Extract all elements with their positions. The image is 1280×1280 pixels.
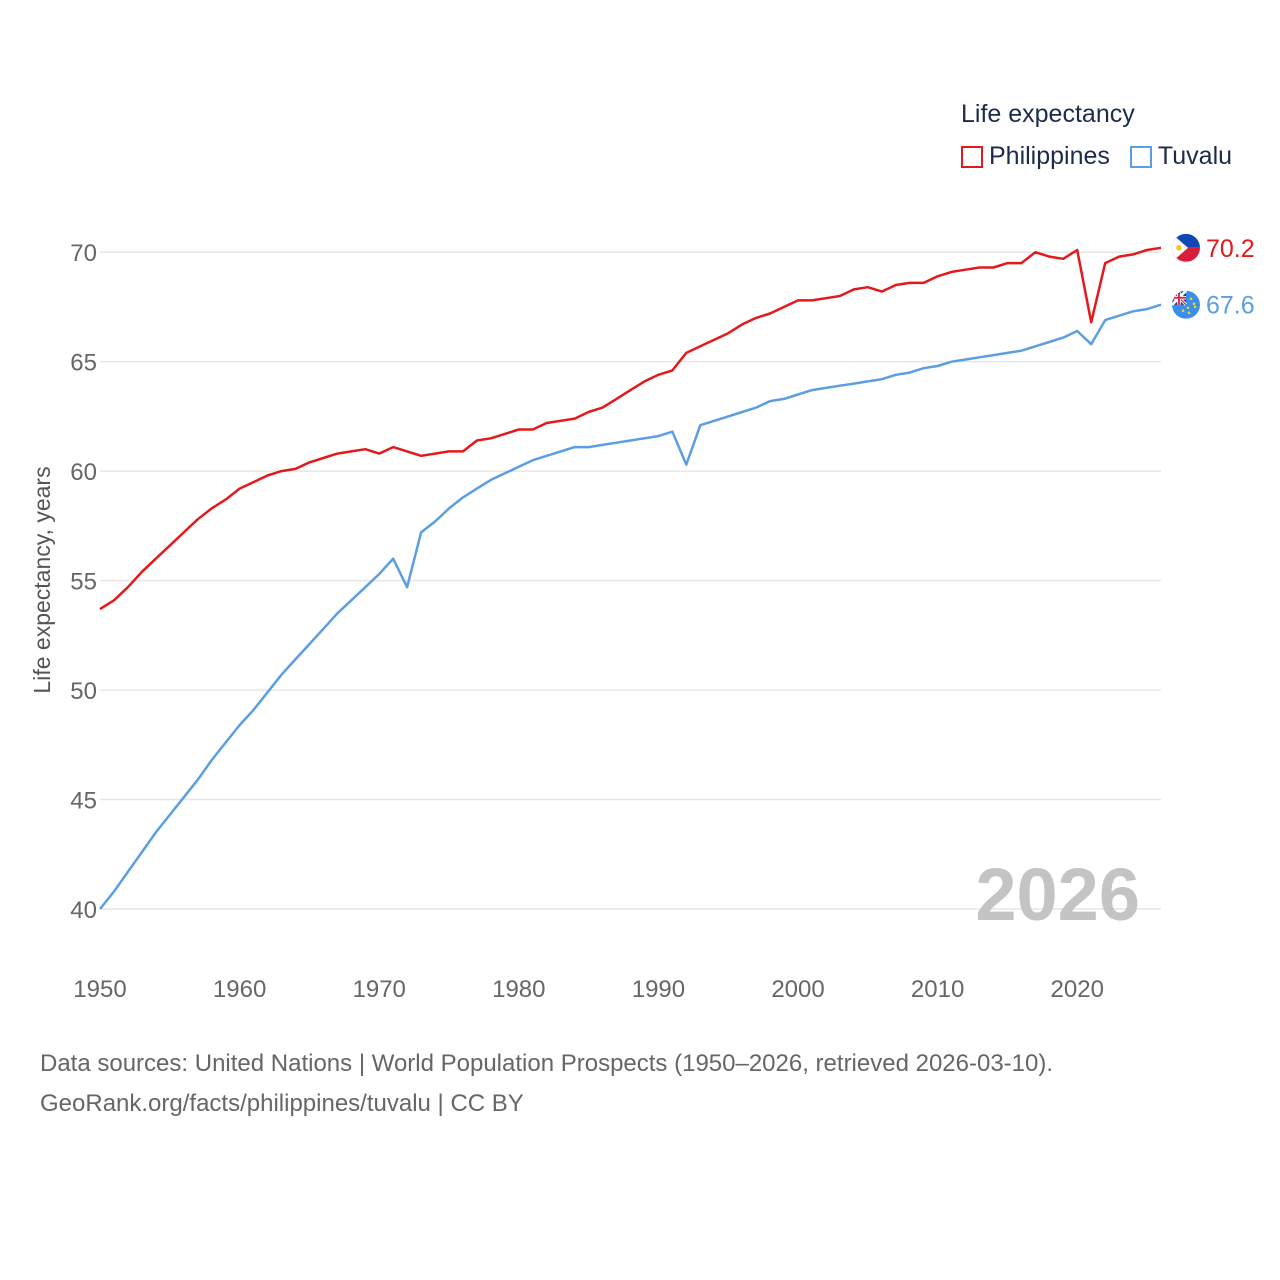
- legend-item-philippines[interactable]: Philippines: [961, 142, 1110, 171]
- x-tick-label: 2010: [911, 976, 964, 1003]
- legend-swatch-tuvalu: [1129, 145, 1152, 168]
- grid-lines: [100, 251, 1161, 910]
- x-tick-label: 1970: [353, 976, 406, 1003]
- source-note: Data sources: United Nations | World Pop…: [40, 1044, 1053, 1124]
- y-tick-label: 50: [70, 678, 97, 705]
- x-tick-label: 1980: [492, 976, 545, 1003]
- x-tick-label: 1960: [213, 976, 266, 1003]
- x-axis-ticks: 1950 1960 1970 1980 1990 2000 2010 2020: [73, 976, 1104, 1003]
- legend-swatch-philippines: [961, 145, 983, 168]
- legend: Philippines Tuvalu: [961, 142, 1252, 171]
- series-line-tuvalu: [99, 303, 1162, 910]
- legend-label-philippines: Philippines: [989, 142, 1110, 170]
- y-tick-label: 55: [70, 569, 97, 596]
- legend-label-tuvalu: Tuvalu: [1157, 142, 1233, 170]
- source-line-2[interactable]: GeoRank.org/facts/philippines/tuvalu | C…: [40, 1090, 524, 1117]
- y-tick-label: 70: [70, 240, 97, 267]
- y-tick-label: 65: [70, 350, 97, 377]
- end-label-tuvalu: 67.6: [1206, 292, 1255, 320]
- x-tick-label: 2000: [771, 976, 824, 1003]
- end-label-philippines: 70.2: [1206, 235, 1255, 263]
- x-tick-label: 1990: [632, 976, 685, 1003]
- series-lines: [99, 246, 1162, 910]
- x-tick-label: 1950: [73, 976, 126, 1003]
- legend-item-tuvalu[interactable]: Tuvalu: [1129, 142, 1233, 171]
- philippines-flag-icon: [1172, 233, 1200, 262]
- series-line-philippines: [99, 246, 1162, 611]
- y-axis-ticks: 40 45 50 55 60 65 70: [70, 240, 97, 924]
- x-tick-label: 2020: [1051, 976, 1104, 1003]
- year-watermark: 2026: [975, 853, 1140, 936]
- legend-title: Life expectancy: [961, 100, 1135, 128]
- tuvalu-flag-icon: [1172, 290, 1200, 319]
- y-tick-label: 60: [70, 459, 97, 486]
- end-markers: 70.2 67.6: [1172, 233, 1255, 320]
- y-axis-label: Life expectancy, years: [29, 466, 55, 693]
- y-tick-label: 40: [70, 897, 97, 924]
- source-line-1: Data sources: United Nations | World Pop…: [40, 1050, 1054, 1077]
- y-tick-label: 45: [70, 788, 97, 815]
